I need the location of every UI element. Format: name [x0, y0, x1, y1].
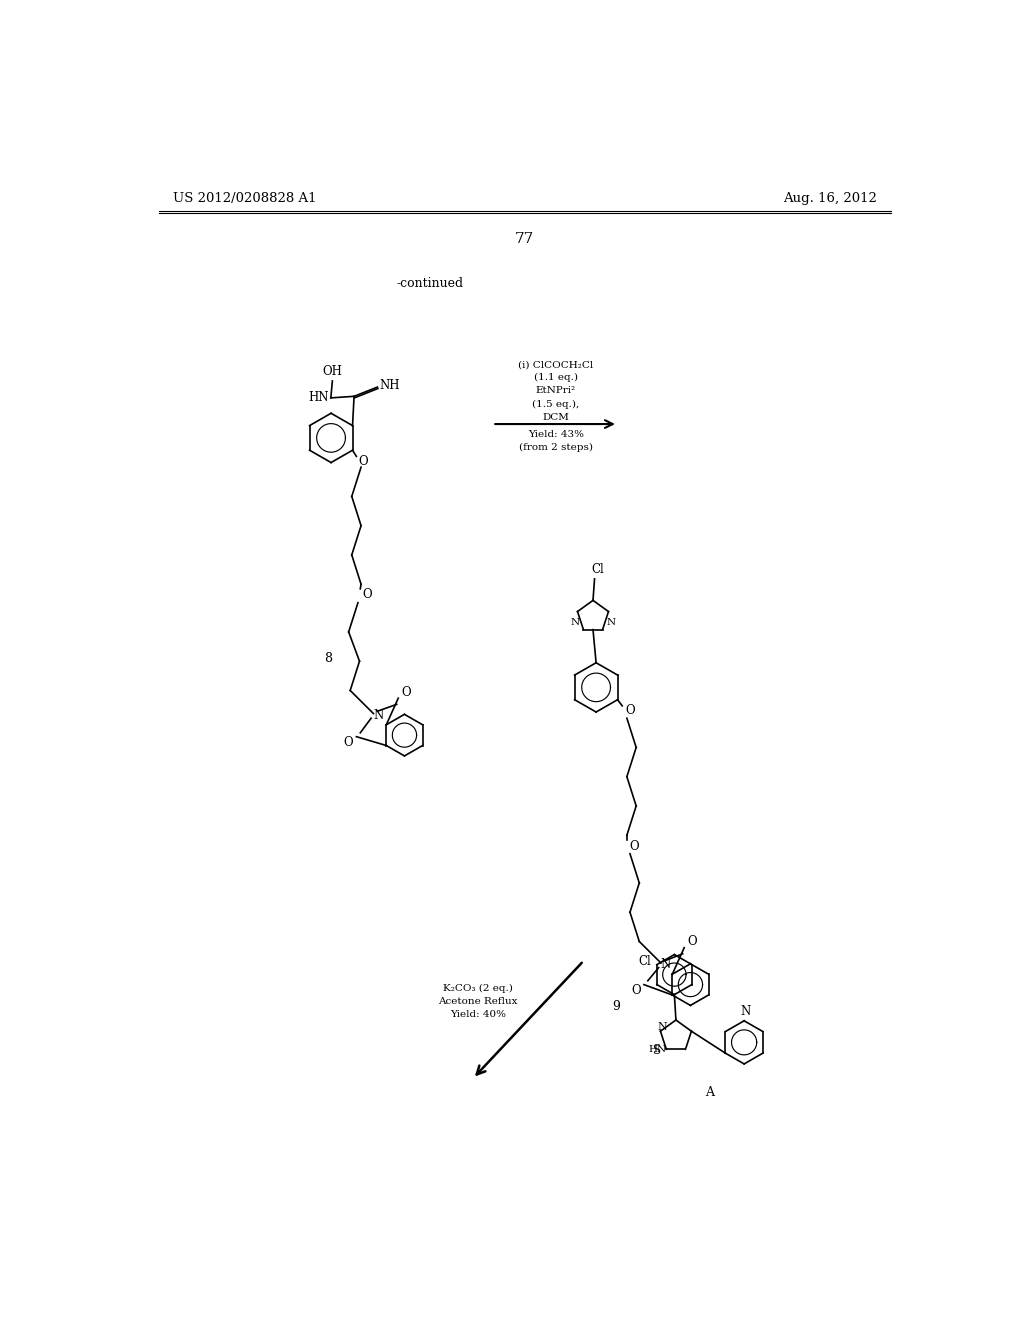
- Text: O: O: [630, 840, 639, 853]
- Text: N: N: [660, 958, 671, 972]
- Text: HN: HN: [648, 1045, 667, 1053]
- Text: Aug. 16, 2012: Aug. 16, 2012: [782, 191, 877, 205]
- Text: 9: 9: [612, 1001, 621, 1014]
- Text: O: O: [362, 589, 372, 602]
- Text: Cl: Cl: [591, 564, 604, 576]
- Text: O: O: [344, 737, 353, 750]
- Text: O: O: [401, 685, 411, 698]
- Text: S: S: [653, 1044, 662, 1057]
- Text: N: N: [570, 618, 580, 627]
- Text: N: N: [740, 1005, 751, 1018]
- Text: Yield: 40%: Yield: 40%: [451, 1010, 506, 1019]
- Text: OH: OH: [323, 366, 342, 379]
- Text: O: O: [687, 935, 696, 948]
- Text: (1.5 eq.),: (1.5 eq.),: [532, 400, 580, 409]
- Text: EtNPri²: EtNPri²: [536, 387, 575, 396]
- Text: (1.1 eq.): (1.1 eq.): [534, 374, 578, 383]
- Text: 77: 77: [515, 232, 535, 247]
- Text: Acetone Reflux: Acetone Reflux: [438, 997, 518, 1006]
- Text: N: N: [373, 709, 383, 722]
- Text: N: N: [657, 1022, 667, 1032]
- Text: NH: NH: [380, 379, 400, 392]
- Text: (i) ClCOCH₂Cl: (i) ClCOCH₂Cl: [518, 360, 594, 370]
- Text: (from 2 steps): (from 2 steps): [519, 442, 593, 451]
- Text: A: A: [706, 1086, 715, 1100]
- Text: K₂CO₃ (2 eq.): K₂CO₃ (2 eq.): [443, 983, 513, 993]
- Text: N: N: [606, 618, 615, 627]
- Text: US 2012/0208828 A1: US 2012/0208828 A1: [173, 191, 316, 205]
- Text: DCM: DCM: [543, 413, 569, 421]
- Text: O: O: [626, 704, 635, 717]
- Text: HN: HN: [308, 391, 329, 404]
- Text: 8: 8: [324, 652, 332, 665]
- Text: Yield: 43%: Yield: 43%: [527, 429, 584, 438]
- Text: Cl: Cl: [638, 954, 651, 968]
- Text: O: O: [632, 985, 641, 998]
- Text: O: O: [358, 454, 369, 467]
- Text: -continued: -continued: [396, 277, 464, 290]
